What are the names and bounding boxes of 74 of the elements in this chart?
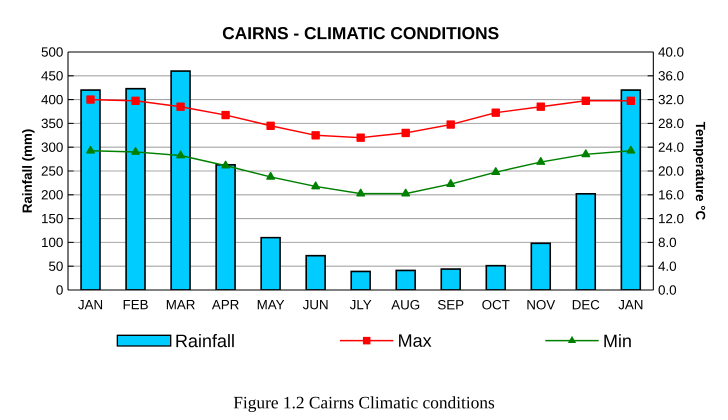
point: [176, 102, 185, 111]
point: [221, 160, 230, 169]
bar: [576, 193, 596, 290]
y-tick-label: 0: [56, 285, 63, 295]
x-tick-label: JLY: [350, 300, 372, 310]
x-tick-label: JAN: [618, 300, 642, 310]
chart-title: CAIRNS - CLIMATIC CONDITIONS: [222, 27, 498, 40]
y2-tick-label: 12.0: [659, 214, 684, 224]
y-axis-title: Rainfall (mm): [22, 129, 35, 212]
point: [86, 146, 95, 154]
point: [581, 149, 590, 158]
y-tick-label: 100: [42, 238, 63, 248]
y-tick-label: 50: [49, 261, 63, 271]
point: [582, 96, 590, 105]
x-tick-label: AUG: [391, 300, 420, 310]
point: [266, 122, 275, 130]
x-tick-label: MAY: [258, 300, 284, 310]
y2-axis-title: Temperature °C: [693, 122, 706, 220]
caption: Figure 1.2 Cairns Climatic conditions: [234, 396, 494, 412]
y-tick-label: 300: [42, 142, 63, 152]
point: [536, 102, 545, 111]
legend-label: Min: [604, 334, 631, 348]
point: [401, 188, 410, 196]
point: [86, 95, 95, 104]
y-tick-label: 500: [42, 47, 63, 57]
point: [131, 146, 140, 155]
x-tick-label: JAN: [78, 300, 102, 310]
point: [446, 120, 455, 129]
x-tick-label: SEP: [438, 300, 464, 310]
y-tick-label: 150: [42, 214, 63, 224]
point: [311, 181, 320, 190]
y2-tick-label: 0.0: [658, 285, 676, 295]
bar: [170, 70, 191, 290]
point: [311, 131, 320, 140]
point: [492, 108, 500, 117]
point: [356, 188, 366, 196]
point: [266, 172, 276, 180]
y2-tick-label: 36.0: [658, 71, 684, 81]
bar: [215, 164, 236, 290]
point: [446, 179, 456, 187]
y2-tick-label: 28.0: [658, 118, 684, 128]
x-tick-label: JUN: [302, 300, 328, 310]
point: [176, 150, 185, 158]
y-tick-label: 450: [41, 71, 63, 81]
point: [356, 133, 365, 142]
x-tick-label: NOV: [527, 300, 556, 310]
point: [491, 167, 500, 176]
bar: [80, 89, 101, 290]
y2-tick-label: 32.0: [658, 94, 684, 104]
y-tick-label: 350: [42, 118, 63, 128]
y2-tick-label: 16.0: [659, 190, 684, 200]
x-tick-label: OCT: [482, 300, 510, 310]
y-tick-label: 200: [42, 190, 63, 200]
x-tick-label: APR: [212, 300, 239, 310]
legend-label: Rainfall: [176, 334, 234, 348]
y2-tick-label: 8.0: [658, 238, 676, 248]
point: [131, 96, 140, 105]
point: [221, 110, 230, 120]
legend-label: Max: [399, 334, 432, 347]
point: [401, 128, 410, 138]
bar: [620, 89, 642, 290]
y-tick-label: 400: [41, 94, 63, 104]
y2-tick-label: 20.0: [658, 166, 684, 176]
y2-tick-label: 40.0: [658, 47, 684, 57]
y2-tick-label: 4.0: [658, 261, 676, 271]
point: [626, 146, 636, 154]
point: [536, 157, 546, 165]
point: [626, 96, 636, 105]
x-tick-label: FEB: [124, 300, 148, 310]
y-tick-label: 250: [42, 166, 63, 176]
bar: [125, 88, 146, 290]
x-tick-label: MAR: [166, 300, 195, 310]
x-tick-label: DEC: [572, 300, 600, 310]
y2-tick-label: 24.0: [658, 142, 684, 152]
